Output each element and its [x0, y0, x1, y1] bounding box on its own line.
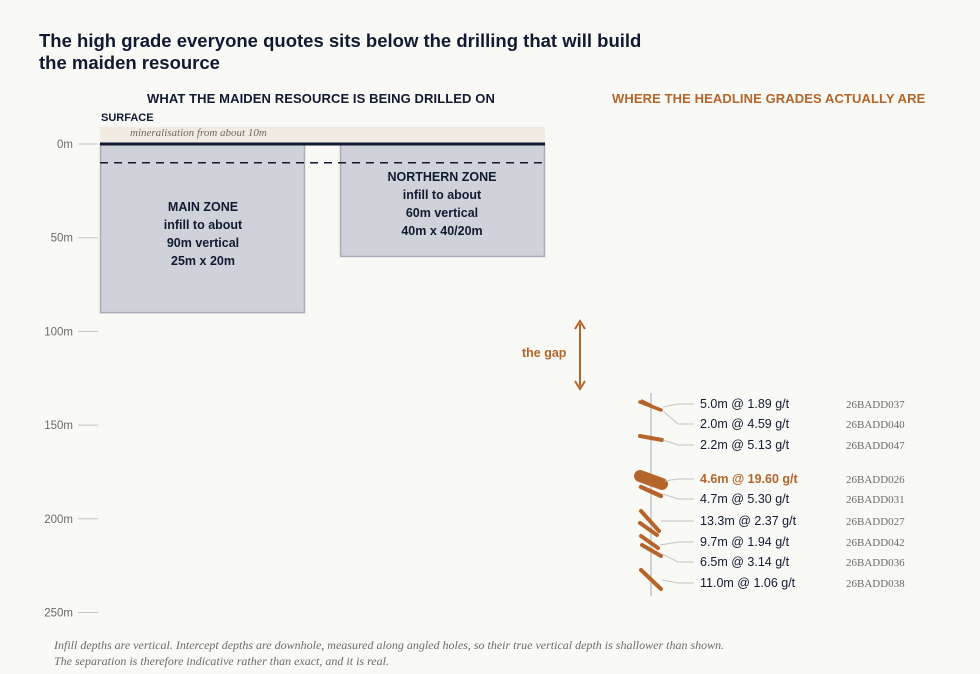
intercept-leader — [661, 553, 694, 563]
mineralisation-note: mineralisation from about 10m — [130, 127, 267, 139]
intercept-marker — [639, 509, 661, 533]
intercept-marker — [638, 521, 659, 537]
hole-id: 26BADD036 — [846, 557, 905, 569]
intercept-marker — [638, 434, 664, 442]
gap-arrow — [574, 319, 586, 391]
axis-tick-label: 50m — [51, 233, 73, 245]
northern-zone-label-4: 40m x 40/20m — [401, 224, 482, 238]
main-zone-label-1: MAIN ZONE — [168, 200, 238, 214]
hole-id: 26BADD047 — [846, 440, 905, 452]
intercept-marker — [640, 543, 663, 558]
intercept-value: 6.5m @ 3.14 g/t — [700, 555, 790, 569]
intercept-marker — [634, 470, 668, 490]
intercept-list: 5.0m @ 1.89 g/t 26BADD037 2.0m @ 4.59 g/t 2… — [634, 397, 905, 591]
axis-tick-label: 150m — [44, 420, 73, 432]
intercept-marker — [638, 484, 664, 499]
footnote-line-2: The separation is therefore indicative r… — [54, 654, 389, 668]
main-zone-label-4: 25m x 20m — [171, 254, 235, 268]
intercept-value: 4.7m @ 5.30 g/t — [700, 492, 790, 506]
hole-id: 26BADD040 — [846, 419, 905, 431]
title-line-1: The high grade everyone quotes sits belo… — [39, 30, 642, 51]
intercept-leader — [661, 579, 694, 584]
intercept-value: 2.0m @ 4.59 g/t — [700, 417, 790, 431]
hole-id: 26BADD038 — [846, 578, 905, 590]
intercept-value: 13.3m @ 2.37 g/t — [700, 514, 797, 528]
hole-id: 26BADD037 — [846, 399, 905, 411]
axis-tick-label: 250m — [44, 608, 73, 620]
intercept-value: 11.0m @ 1.06 g/t — [700, 576, 796, 590]
intercept-leader — [662, 439, 694, 446]
intercept-marker — [639, 534, 660, 550]
right-panel-header: WHERE THE HEADLINE GRADES ACTUALLY ARE — [612, 91, 926, 106]
surface-label: SURFACE — [101, 112, 154, 124]
intercept-leader — [662, 493, 694, 500]
main-zone-box — [99, 143, 306, 314]
intercept-marker — [640, 399, 654, 408]
intercept-value: 4.6m @ 19.60 g/t — [700, 472, 798, 486]
axis-tick-label: 100m — [44, 326, 73, 338]
intercept-leader — [662, 403, 694, 408]
intercept-leader — [664, 478, 694, 482]
hole-id: 26BADD031 — [846, 494, 905, 506]
northern-zone-label-1: NORTHERN ZONE — [387, 170, 496, 184]
footnote-line-1: Infill depths are vertical. Intercept de… — [54, 638, 725, 652]
intercept-marker — [639, 568, 663, 591]
title-line-2: the maiden resource — [39, 52, 220, 73]
hole-id: 26BADD027 — [846, 516, 905, 528]
intercept-leader — [659, 541, 694, 546]
northern-zone-label-2: infill to about — [403, 188, 482, 202]
main-zone-label-3: 90m vertical — [167, 236, 239, 250]
axis-tick-label: 200m — [44, 514, 73, 526]
axis-tick-label: 0m — [57, 139, 73, 151]
northern-zone-label-3: 60m vertical — [406, 206, 478, 220]
intercept-leader — [662, 410, 694, 425]
footnote: Infill depths are vertical. Intercept de… — [54, 637, 724, 669]
hole-id: 26BADD042 — [846, 537, 905, 549]
main-zone-label-2: infill to about — [164, 218, 243, 232]
chart-title: The high grade everyone quotes sits belo… — [39, 30, 679, 74]
depth-axis: 0m 50m 100m 150m 200m 250m — [44, 139, 98, 620]
gap-label: the gap — [522, 346, 567, 360]
intercept-value: 9.7m @ 1.94 g/t — [700, 535, 790, 549]
hole-id: 26BADD026 — [846, 474, 905, 486]
intercept-value: 2.2m @ 5.13 g/t — [700, 438, 790, 452]
intercept-value: 5.0m @ 1.89 g/t — [700, 397, 790, 411]
mineralisation-band — [100, 127, 545, 144]
left-panel-header: WHAT THE MAIDEN RESOURCE IS BEING DRILLE… — [147, 91, 495, 106]
